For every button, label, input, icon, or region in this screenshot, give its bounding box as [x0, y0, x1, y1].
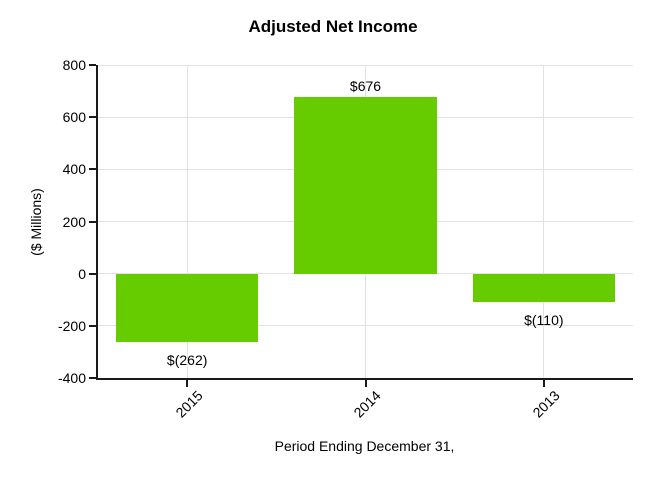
x-axis-title: Period Ending December 31,: [274, 438, 455, 454]
x-tick-mark: [364, 380, 367, 387]
chart-title: Adjusted Net Income: [248, 17, 418, 36]
x-tick-label-2014: 2014: [350, 387, 385, 421]
y-tick-label: 600: [62, 109, 86, 126]
x-tick-mark: [186, 380, 189, 387]
y-tick-label: 400: [62, 161, 86, 178]
value-label-2014: $676: [349, 78, 382, 95]
bar-2015: [115, 273, 259, 342]
bar-2014: [294, 97, 437, 274]
bar-2013: [472, 273, 616, 303]
v-gridline: [543, 65, 545, 378]
y-tick-mark: [89, 377, 96, 379]
x-tick-label-2015: 2015: [172, 387, 206, 421]
y-tick-mark: [89, 220, 96, 223]
y-tick-label: 200: [62, 213, 86, 230]
y-tick-mark: [89, 64, 96, 66]
y-tick-label: 0: [78, 265, 86, 282]
x-tick-mark: [542, 380, 545, 387]
y-axis-line: [96, 65, 98, 380]
value-label-2013: $(110): [524, 312, 564, 329]
y-tick-label: 800: [62, 57, 86, 73]
y-tick-mark: [89, 272, 96, 275]
y-tick-mark: [89, 168, 96, 171]
x-tick-label-2013: 2013: [529, 387, 563, 421]
x-axis-line: [96, 378, 633, 380]
y-tick-label: -200: [57, 317, 86, 334]
y-tick-mark: [89, 116, 96, 119]
value-label-2015: $(262): [166, 352, 208, 368]
v-gridline: [186, 65, 188, 378]
y-tick-mark: [89, 324, 96, 327]
y-tick-label: -400: [57, 370, 86, 386]
